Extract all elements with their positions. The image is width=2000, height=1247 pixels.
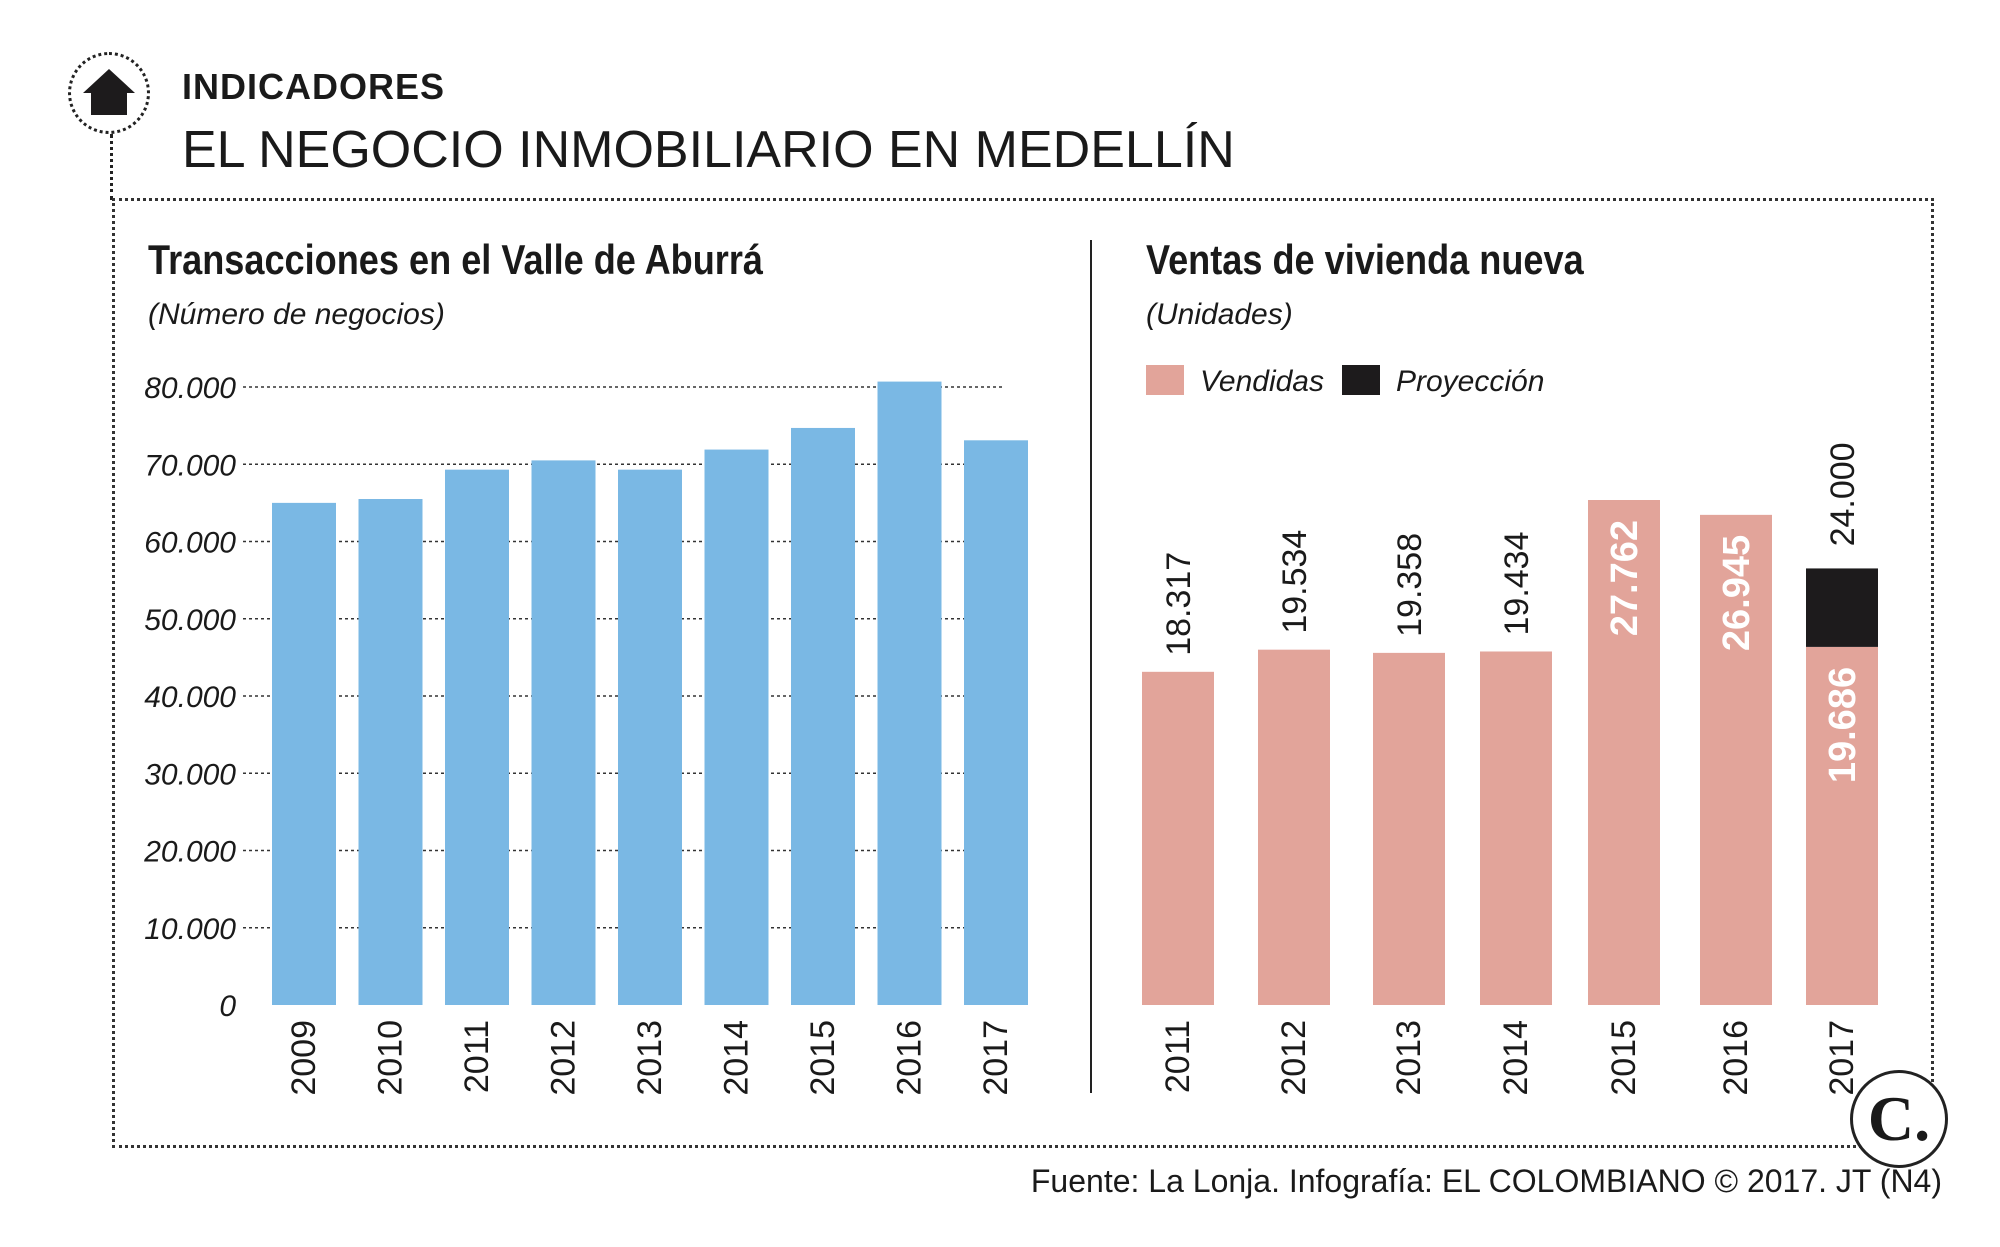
x-tick-label: 2014: [1497, 1020, 1535, 1096]
bar-2012: [531, 460, 596, 1005]
x-tick-label: 2014: [718, 1020, 756, 1096]
right-chart-subtitle: (Unidades): [1146, 298, 1293, 331]
logo-text: C.: [1867, 1083, 1931, 1154]
publisher-logo: C.: [1850, 1070, 1948, 1168]
page-title: EL NEGOCIO INMOBILIARIO EN MEDELLÍN: [182, 121, 1235, 179]
x-tick-label: 2017: [1823, 1020, 1861, 1096]
x-tick-label: 2013: [1390, 1020, 1428, 1096]
y-tick-label: 40.000: [144, 681, 236, 714]
home-icon-badge: [68, 52, 150, 134]
y-tick-label: 50.000: [144, 604, 236, 637]
x-tick-label: 2012: [545, 1020, 583, 1096]
legend-label: Proyección: [1396, 365, 1544, 398]
y-tick-label: 70.000: [144, 449, 236, 482]
x-tick-label: 2012: [1275, 1020, 1313, 1096]
section-kicker: INDICADORES: [182, 66, 446, 107]
bar-vendidas-2017: [1806, 646, 1878, 1005]
data-label: 19.534: [1276, 530, 1314, 634]
bar-vendidas-2011: [1142, 671, 1214, 1005]
y-tick-label: 0: [219, 990, 236, 1023]
legend-label: Vendidas: [1200, 365, 1324, 398]
x-tick-label: 2013: [631, 1020, 669, 1096]
x-tick-label: 2017: [977, 1020, 1015, 1096]
data-label: 18.317: [1160, 552, 1198, 656]
bar-2016: [877, 381, 942, 1005]
left-chart-title: Transacciones en el Valle de Aburrá: [148, 236, 763, 283]
x-tick-label: 2009: [285, 1020, 323, 1096]
bar-2013: [618, 469, 682, 1006]
legend-swatch-vendidas: [1146, 365, 1184, 395]
bar-2009: [272, 502, 336, 1005]
x-tick-label: 2011: [1159, 1020, 1197, 1093]
bar-2011: [445, 469, 509, 1006]
bar-vendidas-2013: [1373, 652, 1445, 1005]
x-tick-label: 2015: [804, 1020, 842, 1096]
data-label: 19.434: [1498, 531, 1536, 635]
source-credit: Fuente: La Lonja. Infografía: EL COLOMBI…: [1030, 1163, 1942, 1199]
home-icon: [83, 69, 135, 115]
chart-divider: [1090, 240, 1092, 1093]
x-tick-label: 2011: [458, 1020, 496, 1093]
left-chart-subtitle: (Número de negocios): [148, 298, 445, 331]
chart-frame: [112, 198, 1934, 1148]
x-tick-label: 2015: [1605, 1020, 1643, 1096]
total-label: 24.000: [1824, 442, 1862, 546]
data-label: 27.762: [1604, 520, 1646, 636]
data-label: 26.945: [1716, 535, 1758, 651]
data-label: 19.358: [1391, 533, 1429, 637]
x-tick-label: 2016: [891, 1020, 929, 1096]
badge-connector: [110, 134, 113, 200]
right-stacked-bar-chart: Vendidas Proyección 18.317 2011 19.534 2012 19…: [1142, 365, 1878, 1096]
bar-vendidas-2016: [1700, 514, 1772, 1005]
left-bar-chart: 0 10.000 20.000 30.000 40.000 50.000 60.000 70.…: [143, 372, 1028, 1096]
legend-swatch-proyección: [1342, 365, 1380, 395]
bar-vendidas-2015: [1588, 500, 1660, 1005]
bar-vendidas-2014: [1480, 651, 1552, 1005]
bar-2017: [964, 440, 1028, 1005]
y-tick-label: 80.000: [144, 372, 236, 405]
bar-proyeccion-2017: [1806, 568, 1878, 647]
x-tick-label: 2016: [1717, 1020, 1755, 1096]
bar-vendidas-2012: [1258, 649, 1330, 1005]
y-tick-label: 60.000: [144, 527, 236, 560]
bar-2014: [704, 449, 769, 1005]
bar-2015: [791, 427, 855, 1005]
y-tick-label: 20.000: [143, 836, 236, 869]
x-tick-label: 2010: [372, 1020, 410, 1096]
right-chart-title: Ventas de vivienda nueva: [1146, 236, 1584, 283]
data-label: 19.686: [1822, 667, 1864, 783]
y-tick-label: 30.000: [144, 758, 236, 791]
y-tick-label: 10.000: [144, 913, 236, 946]
bar-2010: [358, 499, 423, 1005]
